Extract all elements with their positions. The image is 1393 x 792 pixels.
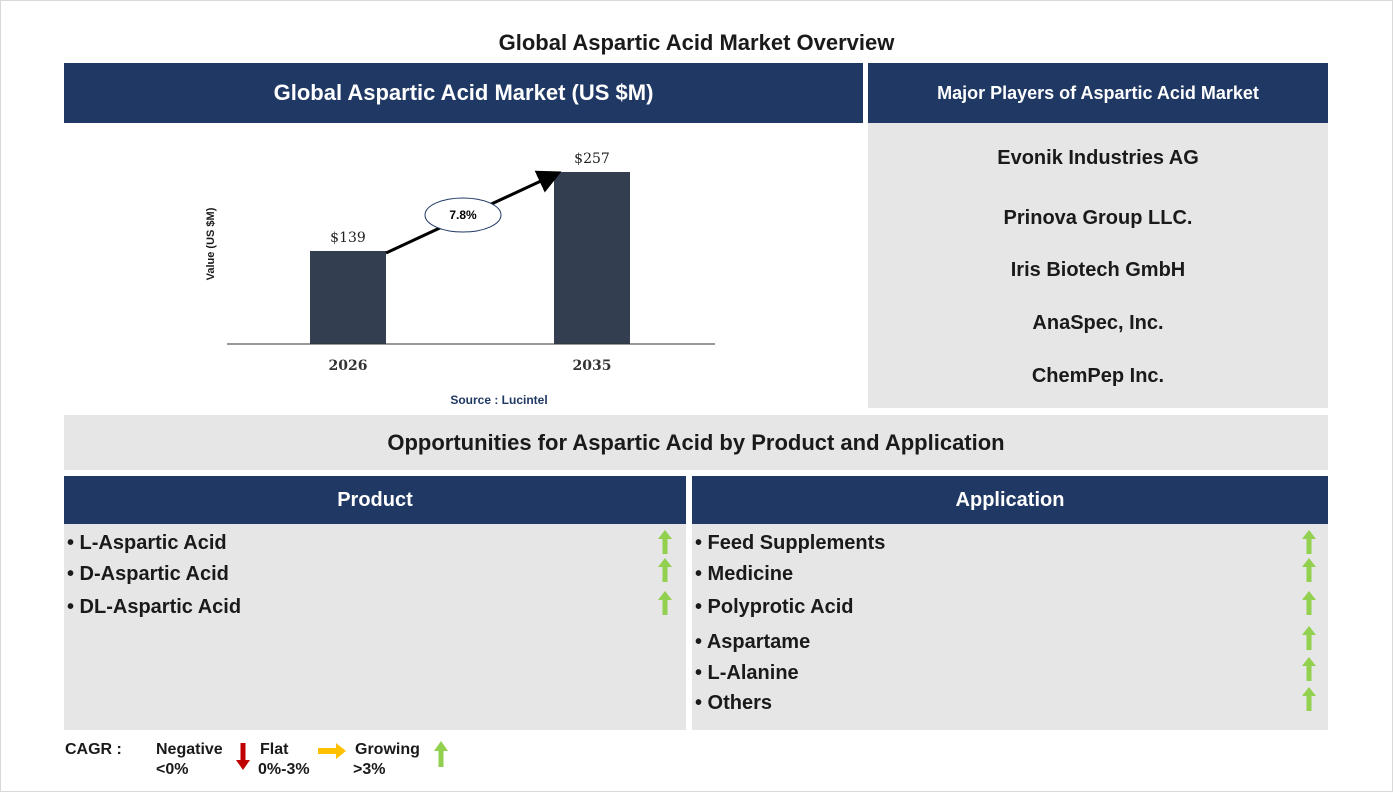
up-arrow-icon xyxy=(434,741,448,767)
players-header: Major Players of Aspartic Acid Market xyxy=(868,63,1328,123)
opportunities-title: Opportunities for Aspartic Acid by Produ… xyxy=(64,415,1328,470)
up-arrow-icon xyxy=(658,591,672,615)
legend-negative-label: Negative xyxy=(156,741,223,758)
application-header: Application xyxy=(692,476,1328,524)
right-arrow-icon xyxy=(318,743,346,759)
down-arrow-icon xyxy=(236,743,250,770)
x-tick-label: 2026 xyxy=(329,358,368,374)
product-list: • L-Aspartic Acid • D-Aspartic Acid • DL… xyxy=(64,524,686,730)
player-item: Iris Biotech GmbH xyxy=(1010,259,1186,281)
bar xyxy=(310,250,386,344)
players-list: Evonik Industries AG Prinova Group LLC. … xyxy=(868,123,1328,408)
cagr-label: 7.8% xyxy=(449,208,477,222)
up-arrow-icon xyxy=(1302,530,1316,554)
application-item: • Medicine xyxy=(695,563,794,585)
up-arrow-icon xyxy=(1302,591,1316,615)
up-arrow-icon xyxy=(658,558,672,582)
y-axis-label: Value (US $M) xyxy=(205,207,217,280)
legend-growing-range: >3% xyxy=(353,761,386,778)
product-item: • DL-Aspartic Acid xyxy=(67,596,242,618)
up-arrow-icon xyxy=(1302,657,1316,681)
bar xyxy=(554,172,630,344)
up-arrow-icon xyxy=(1302,687,1316,711)
x-tick-label: 2035 xyxy=(573,358,612,374)
player-item: AnaSpec, Inc. xyxy=(1032,312,1164,334)
product-header: Product xyxy=(64,476,686,524)
player-item: Prinova Group LLC. xyxy=(1003,207,1193,229)
up-arrow-icon xyxy=(658,530,672,554)
bar-value-label: $257 xyxy=(574,151,610,167)
page-title: Global Aspartic Acid Market Overview xyxy=(498,30,895,55)
application-list: • Feed Supplements • Medicine • Polyprot… xyxy=(692,524,1328,730)
legend-negative-range: <0% xyxy=(156,761,189,778)
application-item: • Polyprotic Acid xyxy=(695,596,854,618)
legend-flat-range: 0%-3% xyxy=(258,761,310,778)
legend-cagr-label: CAGR : xyxy=(65,741,122,758)
source-label: Source : Lucintel xyxy=(450,393,547,407)
market-chart-header: Global Aspartic Acid Market (US $M) xyxy=(64,63,863,123)
legend-growing-label: Growing xyxy=(355,741,420,758)
application-item: • Others xyxy=(695,692,773,714)
market-bar-chart: $139 2026 $257 2035 Value (US $M) 7.8% Source … xyxy=(205,151,715,407)
application-item: • L-Alanine xyxy=(695,662,799,684)
legend-flat-label: Flat xyxy=(260,741,289,758)
up-arrow-icon xyxy=(1302,558,1316,582)
cagr-bubble xyxy=(424,197,502,233)
player-item: ChemPep Inc. xyxy=(1031,365,1165,387)
chart-marks: $139 2026 $257 2035 Value (US $M) 7.8% Source … xyxy=(205,151,715,407)
product-item: • L-Aspartic Acid xyxy=(67,532,227,554)
player-item: Evonik Industries AG xyxy=(997,147,1199,169)
up-arrow-icon xyxy=(1302,626,1316,650)
application-item: • Aspartame xyxy=(695,631,811,653)
bar-value-label: $139 xyxy=(330,230,366,246)
application-item: • Feed Supplements xyxy=(695,532,886,554)
product-item: • D-Aspartic Acid xyxy=(67,563,229,585)
